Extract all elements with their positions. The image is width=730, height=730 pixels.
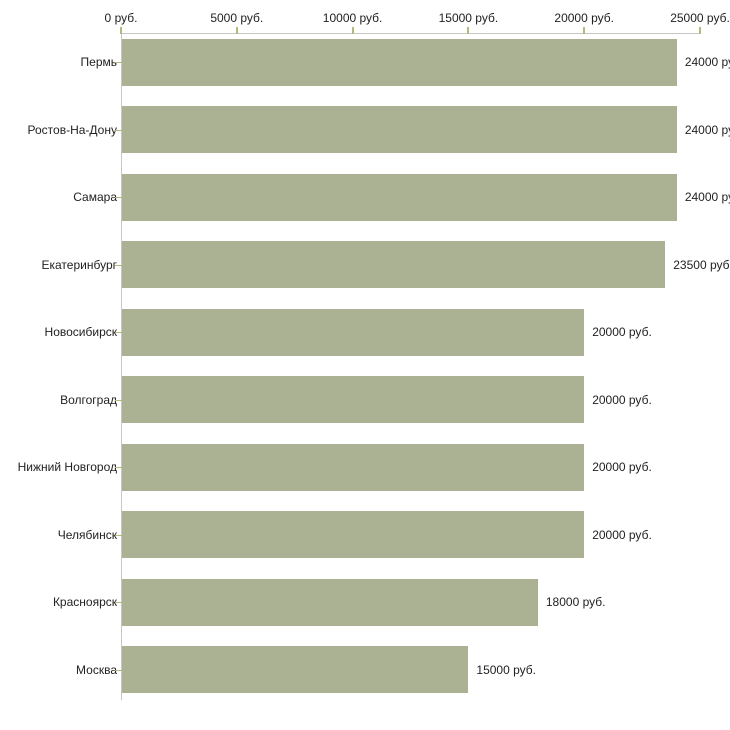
bar-value-label: 24000 руб.: [684, 190, 730, 204]
bar: [122, 376, 585, 423]
category-label: Екатеринбург: [41, 257, 118, 272]
y-axis-tick: [115, 669, 122, 671]
y-axis-tick: [115, 129, 122, 131]
category-label: Москва: [76, 662, 117, 677]
bar-value-label: 15000 руб.: [476, 662, 536, 677]
x-axis-tick: [583, 27, 586, 34]
category-label: Новосибирск: [44, 325, 117, 339]
y-axis-tick: [115, 399, 122, 401]
x-axis-tick: [699, 27, 701, 34]
bar-value-label: 20000 руб.: [592, 392, 652, 407]
bar-value-label: 24000 руб.: [684, 55, 730, 69]
x-axis-tick-label: 5000 руб.: [210, 11, 264, 25]
bar-value-label: 24000 руб.: [684, 122, 730, 137]
bar: [122, 38, 677, 86]
y-axis-tick: [115, 264, 122, 266]
x-axis-tick: [467, 27, 470, 34]
x-axis-tick: [120, 27, 122, 34]
x-axis-line: [121, 33, 700, 34]
y-axis-tick: [115, 602, 122, 603]
bar: [122, 646, 469, 693]
category-label: Волгоград: [60, 392, 117, 407]
bar-value-label: 20000 руб.: [592, 460, 652, 474]
category-label: Пермь: [80, 55, 117, 69]
x-axis-tick-label: 0 руб.: [104, 11, 138, 25]
y-axis-line: [121, 33, 122, 700]
category-label: Ростов-На-Дону: [27, 122, 117, 137]
bar: [122, 443, 585, 491]
y-axis-tick: [115, 467, 122, 468]
bar: [122, 241, 666, 288]
bar: [122, 173, 677, 221]
bar: [122, 578, 538, 626]
bar-value-label: 18000 руб.: [545, 595, 606, 609]
category-label: Челябинск: [57, 527, 117, 542]
category-label: Красноярск: [52, 595, 117, 609]
category-label: Самара: [73, 190, 117, 204]
x-axis-tick-label: 15000 руб.: [438, 11, 499, 25]
x-axis-tick-label: 25000 руб.: [670, 11, 730, 25]
bar: [122, 308, 585, 356]
bar-value-label: 20000 руб.: [592, 527, 652, 542]
bar-value-label: 20000 руб.: [592, 325, 652, 339]
category-label: Нижний Новгород: [17, 460, 117, 474]
y-axis-tick: [115, 534, 122, 536]
x-axis-tick: [351, 27, 354, 34]
bar: [122, 511, 585, 558]
y-axis-tick: [115, 62, 122, 63]
x-axis-tick-label: 20000 руб.: [554, 11, 614, 25]
y-axis-tick: [115, 332, 122, 333]
x-axis-tick-label: 10000 руб.: [322, 11, 383, 25]
y-axis-tick: [115, 197, 122, 198]
bar: [122, 106, 677, 153]
x-axis-tick: [235, 27, 238, 34]
bar-value-label: 23500 руб.: [673, 257, 730, 272]
